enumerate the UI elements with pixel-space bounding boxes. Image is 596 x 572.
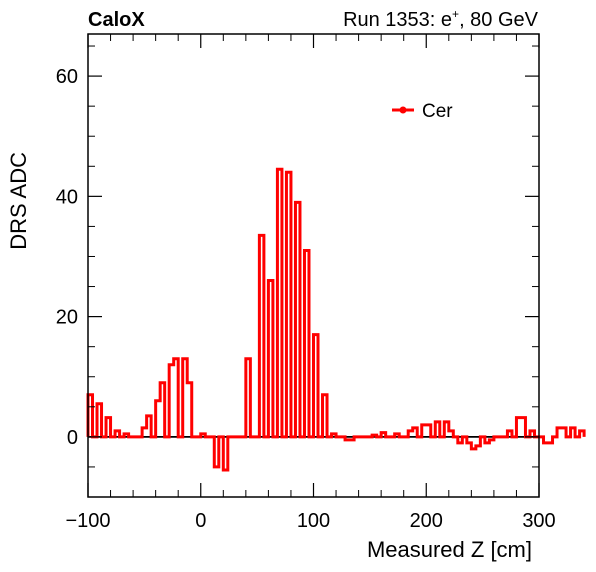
header-right-title-prefix: Run 1353: e xyxy=(343,9,452,31)
y-axis-label: DRS ADC xyxy=(6,152,31,250)
header-left-title: CaloX xyxy=(88,9,145,31)
x-tick-label: 100 xyxy=(297,510,330,532)
header-right-title-sup: + xyxy=(452,7,459,21)
axes: −100 0 100 200 300 0 20 40 60 xyxy=(56,34,556,532)
y-tick-label: 60 xyxy=(56,66,78,88)
x-tick-label: 300 xyxy=(522,510,555,532)
legend-label-cer: Cer xyxy=(422,101,453,122)
plot-area xyxy=(86,167,586,472)
x-tick-label: −100 xyxy=(65,510,110,532)
series-cer-step xyxy=(86,167,586,472)
x-tick-label: 0 xyxy=(195,510,206,532)
y-tick-label: 20 xyxy=(56,307,78,329)
legend: Cer xyxy=(392,101,453,122)
y-tick-label: 0 xyxy=(67,427,78,449)
y-tick-label: 40 xyxy=(56,186,78,208)
header-right-title-suffix: , 80 GeV xyxy=(459,9,539,31)
x-tick-label: 200 xyxy=(410,510,443,532)
header-right-title: Run 1353: e+, 80 GeV xyxy=(343,7,539,31)
x-axis-label: Measured Z [cm] xyxy=(367,537,532,562)
legend-marker-cer xyxy=(399,106,407,114)
